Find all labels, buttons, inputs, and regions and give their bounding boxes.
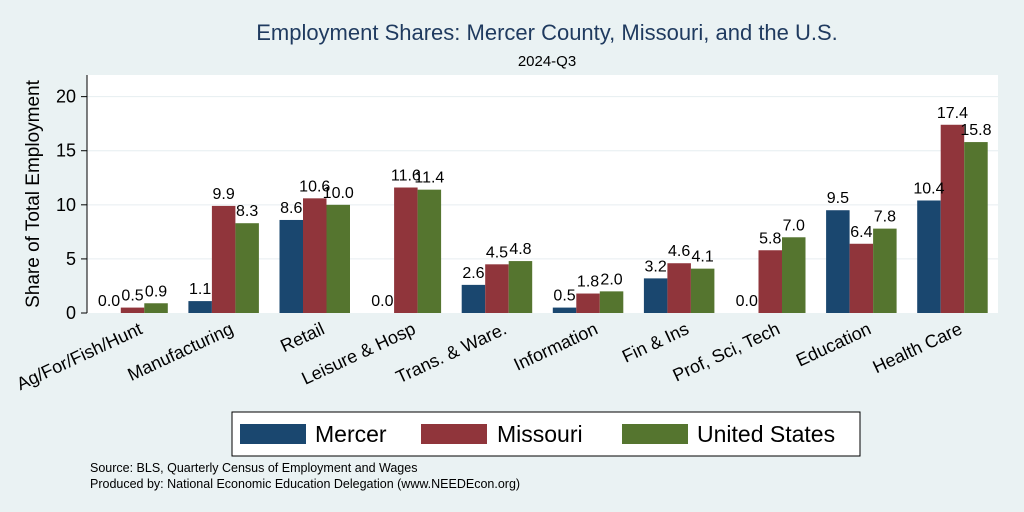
legend-label-united-states: United States (697, 421, 835, 447)
bar-united-states-retail (326, 204, 350, 313)
bar-united-states-education (873, 228, 897, 313)
chart-title: Employment Shares: Mercer County, Missou… (256, 20, 838, 45)
value-label: 2.0 (600, 271, 622, 288)
bar-united-states-ag-for-fish-hunt (144, 303, 168, 313)
legend-swatch-missouri (421, 424, 487, 444)
value-label: 7.0 (783, 217, 805, 234)
bar-missouri-retail (303, 198, 327, 313)
value-label: 17.4 (937, 105, 968, 122)
x-tick-label: Retail (277, 318, 327, 356)
bar-mercer-trans-ware (461, 284, 486, 313)
bar-missouri-fin-ins (667, 263, 691, 313)
value-label: 11.6 (391, 168, 421, 185)
value-label: 7.8 (874, 209, 896, 226)
legend-label-mercer: Mercer (315, 421, 387, 447)
bars (120, 124, 988, 313)
x-tick-label: Education (793, 318, 874, 370)
x-tick-label: Information (511, 318, 601, 374)
bar-united-states-prof-sci-tech (782, 237, 806, 313)
y-axis-ticks: 0 5 10 15 20 (56, 87, 87, 323)
bar-missouri-health-care (940, 124, 965, 313)
x-tick-label: Health Care (870, 318, 966, 377)
bar-missouri-information (576, 293, 600, 313)
value-label: 4.1 (692, 249, 714, 266)
legend-box (231, 411, 861, 457)
y-tick-label: 10 (56, 195, 76, 215)
legend-label-missouri: Missouri (497, 421, 583, 447)
bar-missouri-manufacturing (211, 205, 236, 313)
value-label: 5.8 (759, 230, 781, 247)
bar-missouri-leisure-hosp (394, 187, 418, 313)
value-label: 9.9 (213, 186, 235, 203)
value-label: 2.6 (462, 265, 484, 282)
bar-united-states-trans-ware (508, 261, 533, 313)
legend: Mercer Missouri United States (231, 411, 861, 457)
value-label: 0.0 (736, 293, 758, 310)
legend-swatch-mercer (240, 424, 306, 444)
value-label: 3.2 (645, 258, 667, 275)
value-label: 4.8 (509, 241, 531, 258)
value-label: 1.1 (189, 281, 211, 298)
bar-missouri-trans-ware (485, 264, 509, 313)
value-label: 9.5 (827, 190, 849, 207)
bar-united-states-fin-ins (690, 268, 715, 313)
value-label: 6.4 (850, 224, 872, 241)
x-tick-label: Fin & Ins (619, 318, 692, 366)
bar-missouri-prof-sci-tech (758, 250, 782, 313)
x-tick-label: Ag/For/Fish/Hunt (13, 318, 145, 394)
value-label: 4.6 (668, 243, 690, 260)
bar-mercer-manufacturing (188, 301, 212, 313)
value-label: 15.8 (960, 122, 991, 139)
value-label: 10.6 (299, 178, 330, 195)
bar-missouri-education (849, 243, 874, 313)
value-labels: 0.0 0.5 0.9 1.19.98.3 8.610.610.00.011.611.4… (98, 105, 992, 310)
bar-mercer-education (826, 210, 850, 313)
value-label: 1.8 (577, 274, 599, 291)
source-note: Source: BLS, Quarterly Census of Employm… (90, 461, 417, 475)
y-tick-label: 20 (56, 87, 76, 107)
y-tick-label: 15 (56, 141, 76, 161)
value-label: 0.5 (121, 288, 143, 305)
value-label: 0.5 (553, 288, 575, 305)
bar-united-states-information (599, 291, 624, 313)
bar-united-states-manufacturing (235, 223, 259, 313)
bar-mercer-health-care (917, 200, 941, 313)
bar-mercer-retail (279, 219, 303, 313)
value-label: 8.6 (280, 200, 302, 217)
value-label: 0.0 (371, 293, 393, 310)
bar-mercer-information (552, 307, 577, 313)
y-tick-label: 5 (66, 249, 76, 269)
value-label: 4.5 (486, 244, 508, 261)
y-tick-label: 0 (66, 303, 76, 323)
bar-mercer-fin-ins (643, 278, 668, 313)
bar-united-states-health-care (964, 142, 988, 313)
produced-note: Produced by: National Economic Education… (90, 477, 520, 491)
y-axis-label: Share of Total Employment (23, 79, 44, 307)
value-label: 0.9 (145, 283, 167, 300)
value-label: 8.3 (236, 203, 258, 220)
value-label: 0.0 (98, 293, 120, 310)
bar-united-states-leisure-hosp (417, 189, 442, 313)
legend-swatch-united-states (622, 424, 688, 444)
chart-subtitle: 2024-Q3 (518, 53, 576, 70)
bar-missouri-ag-for-fish-hunt (120, 307, 145, 313)
value-label: 10.4 (913, 180, 944, 197)
value-label: 11.4 (414, 170, 444, 187)
value-label: 10.0 (323, 185, 354, 202)
